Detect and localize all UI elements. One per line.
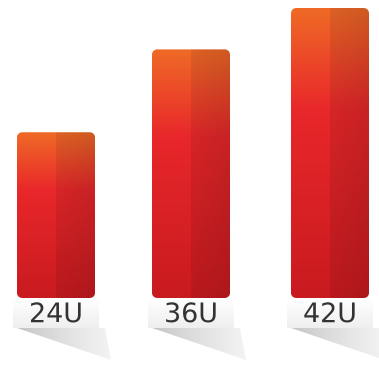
bar-shade: [152, 49, 230, 298]
bar-group-36u: 36U: [148, 49, 246, 360]
bar-base: [13, 298, 99, 328]
bar-base: [287, 298, 373, 328]
tick-label-24u: 24U: [29, 298, 83, 329]
tick-label-36u: 36U: [164, 298, 218, 329]
tick-label-42u: 42U: [303, 298, 357, 329]
bar-shade: [291, 8, 369, 298]
bars-layer: 24U 36U 42U: [13, 8, 379, 360]
bar-base: [148, 298, 234, 328]
bar-shade: [17, 132, 95, 298]
bar-shadow: [291, 328, 379, 358]
bar-group-42u: 42U: [287, 8, 379, 358]
bar-shadow: [17, 328, 111, 360]
bar-group-24u: 24U: [13, 132, 111, 360]
bar-shadow: [152, 328, 246, 360]
